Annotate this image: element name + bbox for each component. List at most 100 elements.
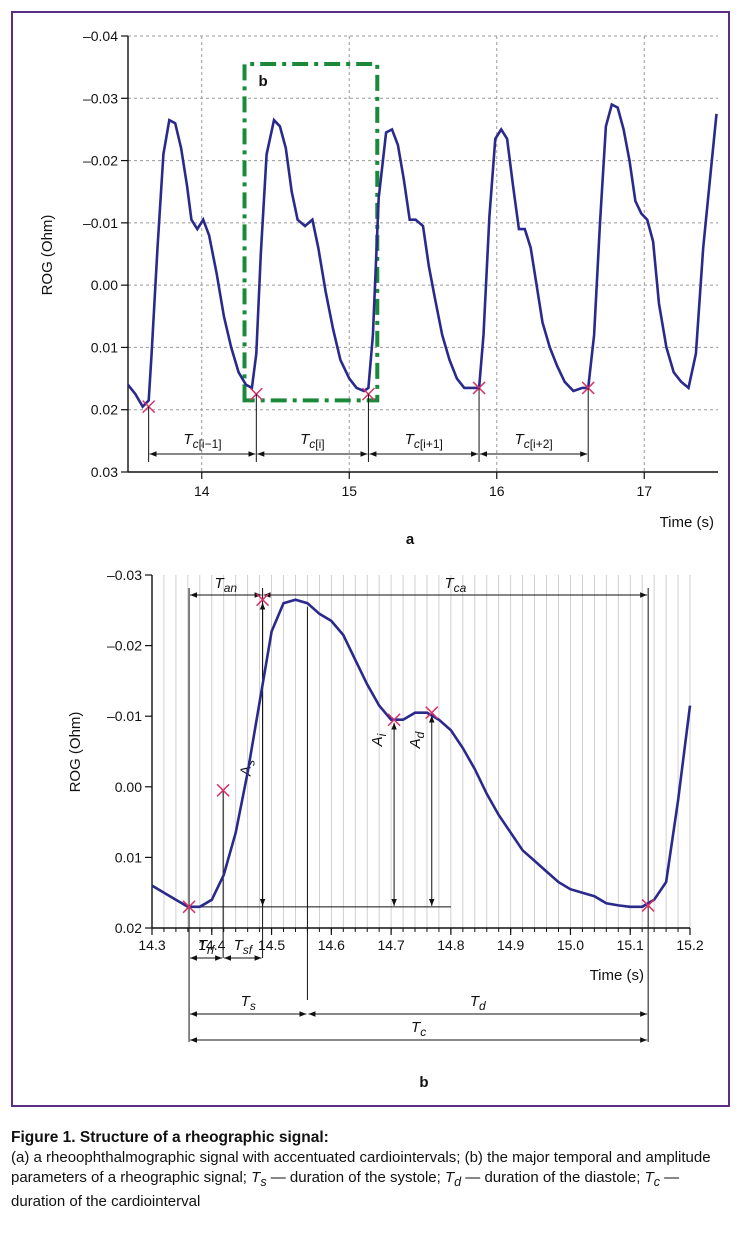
figure-frame — [11, 11, 730, 1107]
chart-a-interval-label-1-sub: c — [309, 437, 315, 451]
chart-b-grid — [151, 575, 691, 928]
chart-a-ylabel: ROG (Ohm) — [39, 215, 56, 296]
chart-a-interval-label-1: Tc[i] — [300, 431, 325, 451]
chart-b-label-amp-0: As — [238, 760, 258, 777]
chart-b-xtick-label-2: 14.5 — [258, 937, 285, 953]
chart-b-label-amp-2-main: A — [407, 738, 424, 749]
chart-b-xtick-label-0: 14.3 — [138, 937, 165, 953]
chart-b-xtick-label-5: 14.8 — [437, 937, 464, 953]
chart-a-ytick-label-1: –0.03 — [83, 90, 118, 106]
figure-canvas: 14 15 16 17 –0.04 –0.03 –0.02 –0.01 0.00 0.01 0.02… — [39, 28, 718, 1091]
chart-b-marker-4-stroke-2 — [425, 706, 439, 720]
chart-b-marker-1-stroke-2 — [216, 783, 230, 797]
chart-b-xtick-label-8: 15.1 — [617, 937, 644, 953]
chart-b-markers — [182, 593, 655, 914]
chart-a-xlabel: Time (s) — [660, 514, 714, 531]
chart-a-tick-labels: 14 15 16 17 –0.04 –0.03 –0.02 –0.01 0.00 0.01 0.02… — [83, 28, 652, 499]
chart-a-ytick-label-4: 0.00 — [91, 277, 118, 293]
chart-a-interval-label-3: Tc[i+2] — [515, 431, 553, 451]
chart-a-interval-label-0-main: T — [183, 431, 194, 448]
chart-b-xlabel: Time (s) — [590, 967, 644, 984]
chart-b-label-td-main: T — [470, 993, 481, 1010]
chart-b-ytick-label-1: –0.02 — [107, 638, 142, 654]
chart-a-ytick-label-7: 0.03 — [91, 464, 118, 480]
chart-b-label-tsf-sub: sf — [243, 943, 254, 957]
chart-b-xtick-label-6: 14.9 — [497, 937, 524, 953]
chart-a-interval-label-3-idx: [i+2] — [530, 437, 553, 451]
caption-tc-sub: c — [653, 1175, 660, 1189]
chart-b-label-tsf-main: T — [234, 937, 245, 954]
chart-b-label-td-sub: d — [479, 999, 486, 1013]
chart-b-series-line — [151, 598, 692, 909]
caption-body: (a) a rheoophthalmographic signal with a… — [11, 1148, 736, 1212]
chart-b-marker-4 — [425, 706, 439, 720]
chart-b-marker-5 — [641, 898, 655, 912]
chart-a-ytick-label-6: 0.02 — [91, 402, 118, 418]
chart-a-interval-label-0: Tc[i−1] — [183, 431, 221, 451]
caption-td-symbol: T — [445, 1169, 455, 1186]
chart-b-label-trf-sub: rf — [207, 943, 216, 957]
chart-b-xtick-label-7: 15.0 — [557, 937, 584, 953]
chart-b-marker-3-stroke-2 — [387, 713, 401, 727]
chart-b-tick-labels: 14.3 14.4 14.5 14.6 14.7 14.8 14.9 15.0 15.1 15.2… — [107, 567, 704, 953]
caption-td-text: — duration of the diastole; — [461, 1169, 641, 1186]
chart-b-label-td: Td — [470, 993, 486, 1013]
chart-a-box-label: b — [259, 73, 268, 90]
figure-caption: Figure 1. Structure of a rheographic sig… — [11, 1128, 736, 1212]
chart-a-ytick-label-0: –0.04 — [83, 28, 118, 44]
chart-a: 14 15 16 17 –0.04 –0.03 –0.02 –0.01 0.00 0.01 0.02… — [39, 28, 718, 548]
chart-b-label-ts: Ts — [241, 993, 256, 1013]
chart-a-xtick-label-2: 16 — [489, 483, 505, 499]
chart-b-panel-label: b — [419, 1074, 428, 1091]
chart-b: 14.3 14.4 14.5 14.6 14.7 14.8 14.9 15.0 15.1 15.2… — [67, 567, 704, 1091]
chart-b-marker-0 — [182, 900, 196, 914]
chart-b-ytick-label-4: 0.01 — [115, 849, 142, 865]
chart-a-axes — [121, 35, 718, 479]
chart-b-label-tan-sub: an — [224, 581, 238, 595]
chart-a-interval-label-3-main: T — [515, 431, 526, 448]
chart-b-label-tc-main: T — [411, 1019, 422, 1036]
chart-a-interval-label-2-main: T — [405, 431, 416, 448]
chart-b-label-amp-2-sub: d — [413, 731, 427, 738]
chart-b-xtick-label-9: 15.2 — [676, 937, 703, 953]
chart-b-marker-1 — [216, 783, 230, 797]
chart-a-ytick-label-2: –0.02 — [83, 153, 118, 169]
chart-a-ytick-label-5: 0.01 — [91, 339, 118, 355]
chart-a-interval-label-0-idx: [i−1] — [199, 437, 222, 451]
chart-b-ytick-label-2: –0.01 — [107, 708, 142, 724]
chart-b-xtick-label-4: 14.7 — [377, 937, 404, 953]
chart-b-ytick-label-3: 0.00 — [115, 779, 142, 795]
chart-a-series-line — [126, 102, 718, 409]
caption-ts-text: — duration of the systole; — [266, 1169, 441, 1186]
caption-tc-text: — duration of the cardiointerval — [11, 1169, 680, 1210]
chart-b-marker-5-stroke-2 — [641, 898, 655, 912]
chart-a-panel-label: a — [406, 531, 415, 548]
chart-b-marker-2-stroke-2 — [256, 593, 270, 607]
chart-b-ytick-label-5: 0.02 — [115, 920, 142, 936]
chart-a-grid — [128, 35, 718, 473]
chart-b-axes — [145, 574, 691, 935]
chart-b-label-amp-0-main: A — [238, 766, 255, 777]
caption-ts-sub: s — [260, 1175, 267, 1189]
chart-b-label-tca: Tca — [444, 575, 466, 595]
chart-b-label-tc-sub: c — [420, 1025, 426, 1039]
chart-b-label-tca-main: T — [444, 575, 455, 592]
chart-a-interval-label-2-sub: c — [414, 437, 420, 451]
chart-b-xtick-label-1: 14.4 — [198, 937, 225, 953]
chart-a-xtick-label-1: 15 — [341, 483, 357, 499]
chart-b-label-ts-sub: s — [250, 999, 256, 1013]
chart-b-label-tca-sub: ca — [454, 581, 467, 595]
chart-a-xtick-label-0: 14 — [194, 483, 210, 499]
chart-b-label-amp-2: Ad — [407, 731, 427, 749]
caption-ts-symbol: T — [251, 1169, 261, 1186]
chart-b-marker-2 — [256, 593, 270, 607]
chart-a-interval-label-1-idx: [i] — [315, 437, 324, 451]
chart-b-label-amp-1-sub: i — [375, 733, 389, 736]
chart-a-ytick-label-3: –0.01 — [83, 215, 118, 231]
chart-a-intervals: Tc[i−1] Tc[i] Tc[i+1] Tc[i+2] — [148, 387, 589, 462]
chart-b-label-tsf: Tsf — [234, 937, 254, 957]
chart-b-xtick-label-3: 14.6 — [318, 937, 345, 953]
chart-a-highlight-box — [242, 62, 380, 403]
chart-b-label-tan: Tan — [215, 575, 238, 595]
